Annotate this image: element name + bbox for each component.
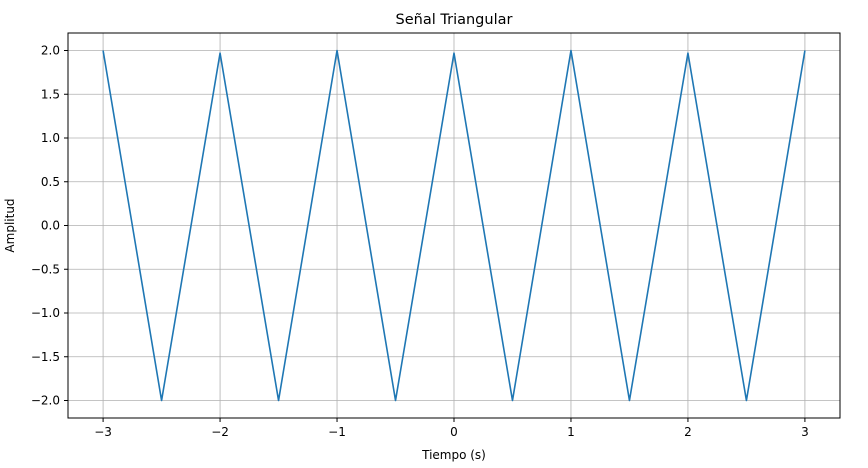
y-tick-label: 2.0 xyxy=(41,44,60,58)
x-tick-label: −3 xyxy=(94,425,112,439)
series-line xyxy=(102,49,806,402)
x-tick-label: −2 xyxy=(211,425,229,439)
y-tick-label: 1.5 xyxy=(41,87,60,101)
x-tick-label: −1 xyxy=(328,425,346,439)
y-tick-label: 0.0 xyxy=(41,219,60,233)
y-axis-label: Amplitud xyxy=(3,198,17,252)
y-tick-label: −2.0 xyxy=(31,394,60,408)
x-axis-label: Tiempo (s) xyxy=(421,448,486,462)
grid xyxy=(68,33,840,418)
x-tick-label: 0 xyxy=(450,425,458,439)
x-tick-label: 1 xyxy=(567,425,575,439)
series-layer xyxy=(102,49,806,402)
x-tick-label: 3 xyxy=(801,425,809,439)
y-tick-label: −1.0 xyxy=(31,306,60,320)
y-tick-label: 0.5 xyxy=(41,175,60,189)
y-tick-label: −0.5 xyxy=(31,262,60,276)
x-tick-label: 2 xyxy=(684,425,692,439)
chart-title: Señal Triangular xyxy=(396,12,513,28)
y-tick-label: −1.5 xyxy=(31,350,60,364)
y-tick-label: 1.0 xyxy=(41,131,60,145)
ticks: −3 −2 −1 0 1 2 3 −2.0 −1.5 −1.0 −0.5 0.0 0.5 1.0 1.5 2.… xyxy=(31,44,809,440)
